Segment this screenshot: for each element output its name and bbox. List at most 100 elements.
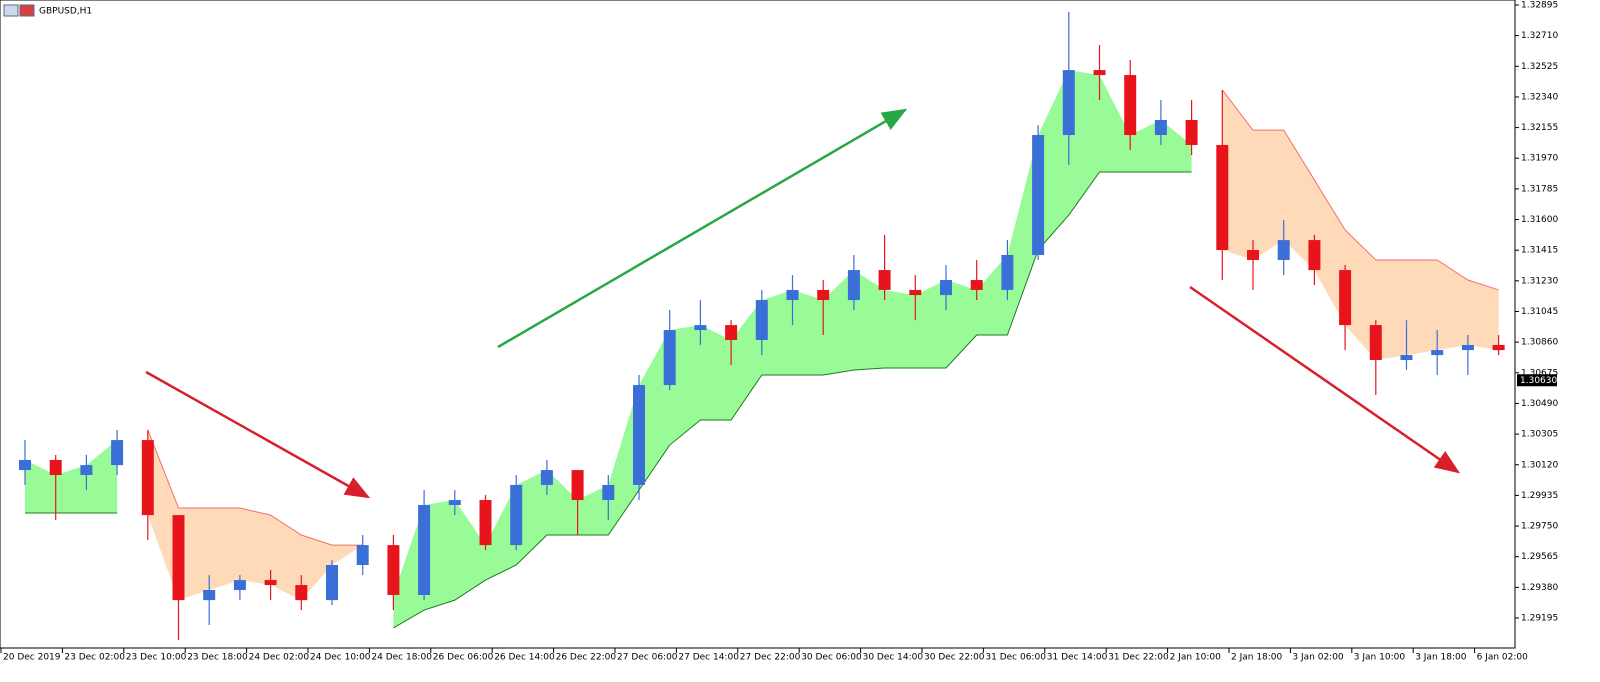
y-tick-label: 1.29195 — [1521, 614, 1558, 624]
candle-body — [633, 385, 645, 485]
y-tick-label: 1.30120 — [1521, 460, 1558, 470]
y-tick-label: 1.29565 — [1521, 552, 1558, 562]
support-line — [393, 171, 1192, 629]
candle-body — [1001, 254, 1014, 290]
y-tick-label: 1.32710 — [1521, 31, 1558, 41]
y-tick-label: 1.31415 — [1521, 246, 1558, 256]
candle-body — [19, 459, 31, 471]
x-tick-label: 26 Dec 22:00 — [556, 653, 617, 663]
x-tick-label: 3 Jan 10:00 — [1354, 653, 1406, 663]
x-tick-label: 2 Jan 18:00 — [1231, 653, 1283, 663]
candle-body — [80, 465, 93, 476]
candle-body — [940, 280, 952, 296]
y-tick-label: 1.30490 — [1521, 399, 1558, 409]
candle-body — [847, 270, 860, 301]
candle-body — [909, 289, 922, 296]
x-tick-label: 24 Dec 02:00 — [249, 653, 310, 663]
x-tick-label: 26 Dec 06:00 — [433, 653, 494, 663]
y-tick-label: 1.29750 — [1521, 522, 1558, 532]
candle-body — [510, 484, 523, 546]
candle-body — [878, 270, 891, 290]
candle-body — [1400, 355, 1413, 361]
candle-body — [1062, 70, 1075, 136]
x-tick-label: 27 Dec 22:00 — [740, 653, 801, 663]
support-fill — [393, 70, 1192, 628]
trend-arrow — [497, 108, 908, 349]
candle-body — [1032, 135, 1045, 255]
candle-body — [540, 470, 553, 485]
resistance-fill — [1222, 89, 1499, 361]
symbol-icon — [3, 4, 35, 17]
y-tick-label: 1.30305 — [1521, 430, 1558, 440]
x-tick-label: 3 Jan 18:00 — [1415, 653, 1467, 663]
candle-body — [233, 580, 246, 591]
x-tick-label: 6 Jan 02:00 — [1477, 653, 1529, 663]
candle-body — [1093, 70, 1106, 76]
candle-body — [1461, 344, 1474, 351]
support-fill — [25, 440, 118, 513]
candle-body — [326, 564, 338, 601]
y-tick-label: 1.31785 — [1521, 184, 1558, 194]
candle-body — [786, 289, 799, 301]
x-tick-label: 27 Dec 06:00 — [617, 653, 678, 663]
y-tick-label: 1.31970 — [1521, 154, 1558, 164]
x-tick-label: 31 Dec 22:00 — [1108, 653, 1169, 663]
y-tick-label: 1.32155 — [1521, 123, 1558, 133]
x-tick-label: 30 Dec 22:00 — [924, 653, 985, 663]
trend-arrow — [145, 370, 371, 499]
candle-body — [1339, 270, 1352, 326]
y-tick-label: 1.31600 — [1521, 215, 1558, 225]
last-price-label: 1.30630 — [1520, 376, 1557, 386]
candle-body — [172, 515, 185, 601]
x-tick-label: 27 Dec 14:00 — [678, 653, 739, 663]
x-tick-label: 23 Dec 10:00 — [126, 653, 187, 663]
candle-body — [1369, 325, 1382, 361]
x-tick-label: 24 Dec 18:00 — [371, 653, 432, 663]
y-tick-label: 1.31045 — [1521, 307, 1558, 317]
candle-body — [141, 440, 154, 516]
resistance-fill — [147, 429, 363, 601]
y-tick-label: 1.30860 — [1521, 338, 1558, 348]
candle-body — [418, 505, 431, 595]
x-tick-label: 30 Dec 06:00 — [801, 653, 862, 663]
candle-body — [111, 440, 124, 466]
candle-body — [479, 500, 492, 546]
candle-body — [755, 300, 768, 340]
y-tick-label: 1.30675 — [1521, 368, 1558, 378]
resistance-line — [1221, 89, 1499, 291]
candle-body — [571, 470, 584, 501]
x-tick-label: 3 Jan 02:00 — [1292, 653, 1344, 663]
last-price-box — [1517, 374, 1557, 387]
candle-body — [387, 545, 400, 595]
candle-body — [1216, 144, 1229, 251]
candle-body — [602, 484, 615, 501]
plot-area — [19, 11, 1505, 641]
y-tick-label: 1.32895 — [1521, 0, 1558, 10]
x-tick-label: 31 Dec 14:00 — [1047, 653, 1108, 663]
trend-arrow — [1189, 285, 1461, 474]
candle-body — [49, 459, 62, 476]
candle-body — [663, 330, 676, 386]
candle-body — [356, 545, 369, 565]
x-tick-label: 23 Dec 02:00 — [64, 653, 125, 663]
x-tick-label: 20 Dec 2019 — [3, 653, 61, 663]
candle-body — [1124, 75, 1137, 136]
x-tick-label: 24 Dec 10:00 — [310, 653, 371, 663]
x-tick-label: 23 Dec 18:00 — [187, 653, 248, 663]
candle-body — [1431, 350, 1444, 356]
candle-body — [1154, 119, 1167, 136]
y-tick-label: 1.29935 — [1521, 491, 1558, 501]
candle-body — [970, 280, 983, 290]
y-tick-label: 1.32340 — [1521, 92, 1558, 102]
candle-body — [295, 585, 308, 601]
candle-body — [1308, 240, 1321, 271]
candle-body — [1277, 240, 1290, 260]
candle-body — [1185, 119, 1198, 145]
x-tick-label: 31 Dec 06:00 — [985, 653, 1046, 663]
candle-body — [694, 325, 707, 331]
y-tick-label: 1.29380 — [1521, 583, 1558, 593]
candle-body — [203, 590, 216, 601]
chart-title: GBPUSD,H1 — [39, 7, 92, 17]
candle-body — [817, 289, 830, 301]
x-tick-label: 26 Dec 14:00 — [494, 653, 555, 663]
